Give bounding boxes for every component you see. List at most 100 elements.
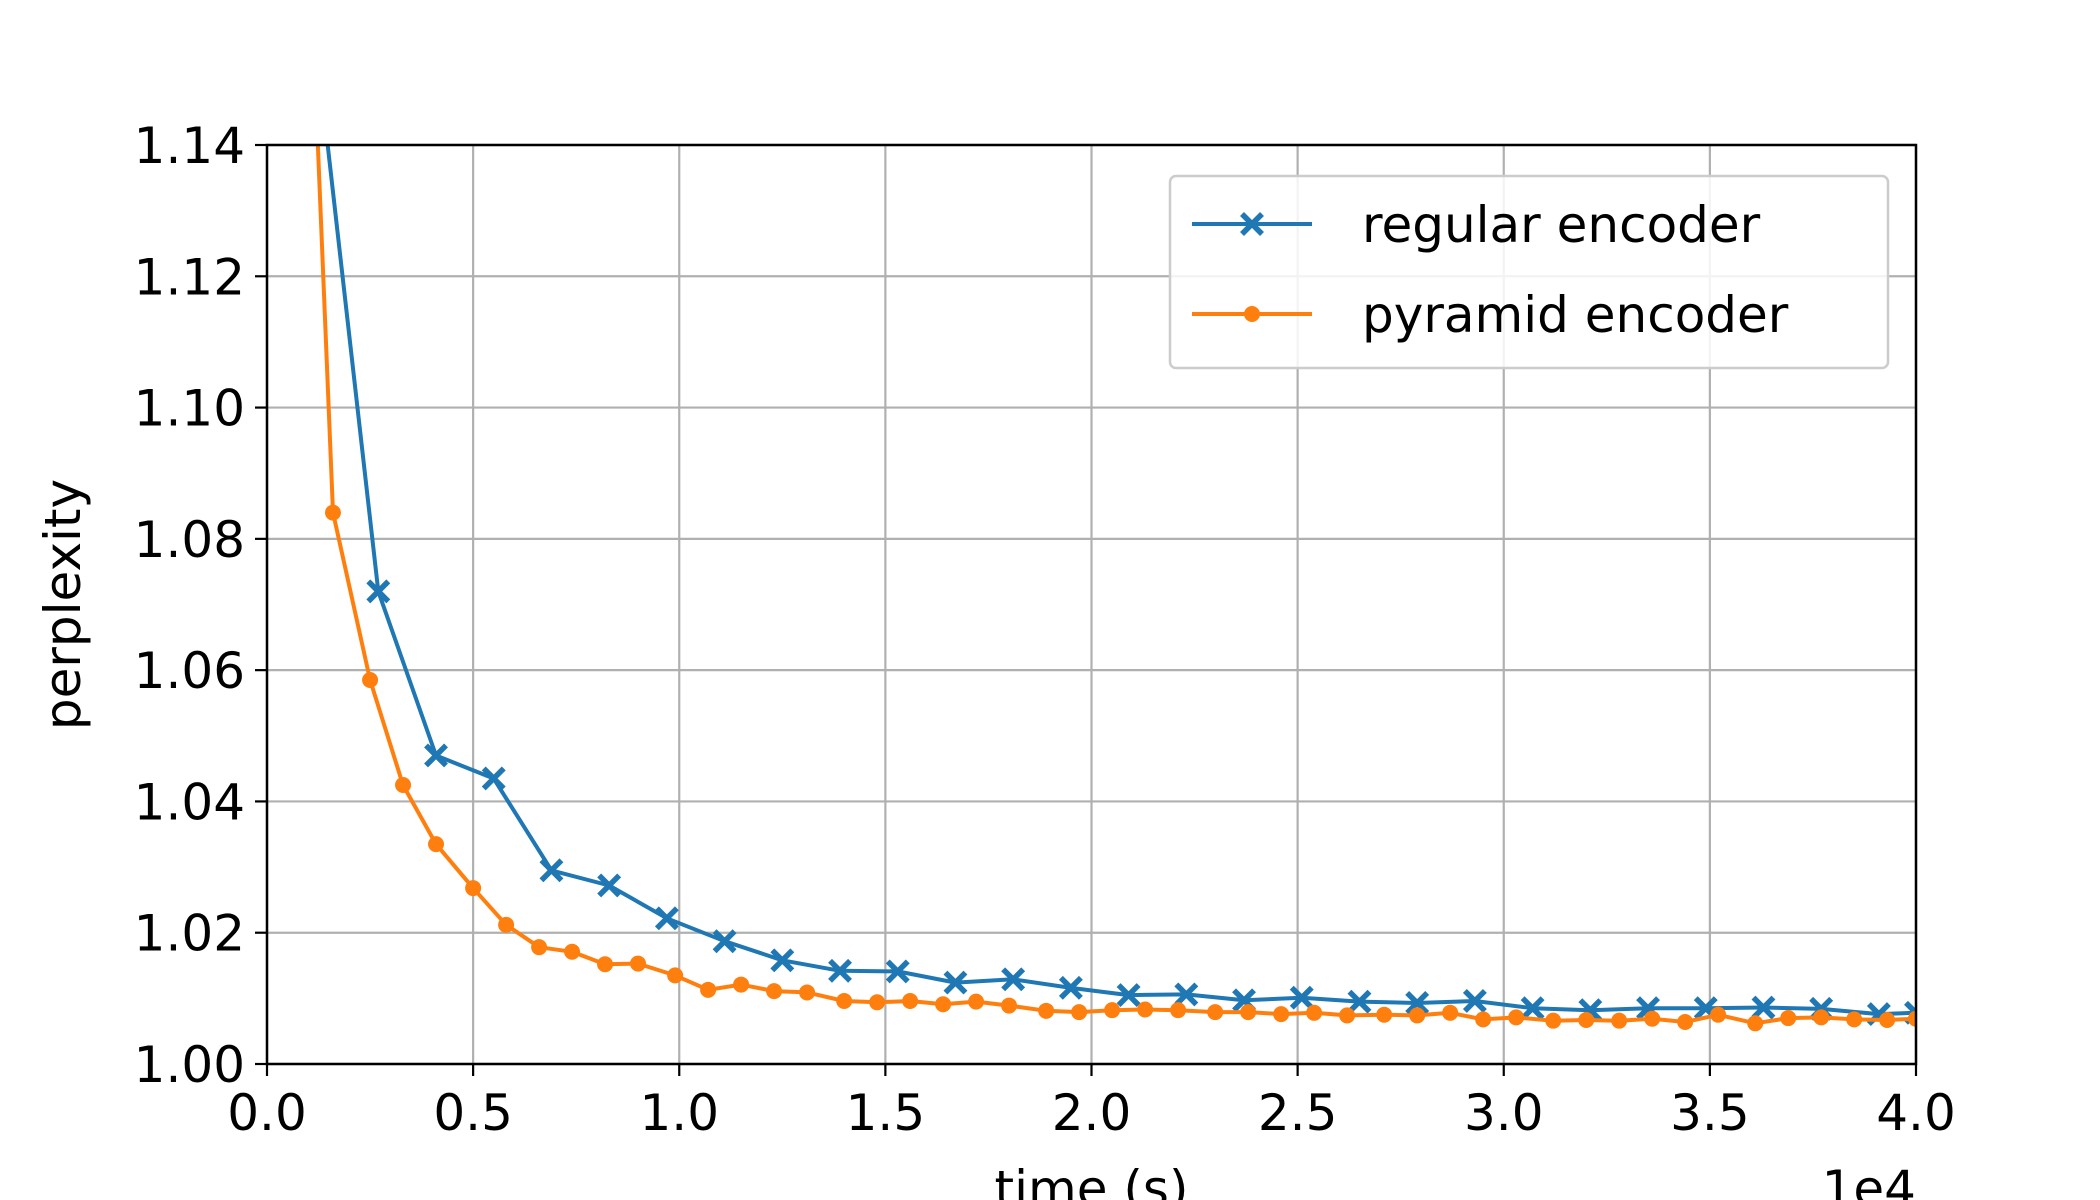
data-point <box>1001 967 1026 992</box>
legend: regular encoder pyramid encoder <box>1168 174 1890 370</box>
data-point <box>1545 1012 1562 1029</box>
data-point <box>733 976 750 993</box>
data-point <box>1306 1004 1323 1021</box>
data-point <box>362 671 379 688</box>
data-point <box>654 906 679 931</box>
data-point <box>481 766 506 791</box>
data-point <box>1462 989 1487 1013</box>
data-point <box>465 880 482 897</box>
data-point <box>1578 1012 1595 1029</box>
data-point <box>1240 1004 1257 1021</box>
x-tick-label: 0.0 <box>227 1084 307 1142</box>
data-point <box>799 984 816 1001</box>
data-point <box>943 970 968 995</box>
data-point <box>828 958 852 983</box>
data-point <box>1780 1010 1797 1027</box>
series-pyramid-encoder <box>315 145 1916 1032</box>
y-tick-label: 1.04 <box>134 773 245 831</box>
y-tick-label: 1.08 <box>134 511 245 569</box>
data-point <box>1508 1009 1525 1026</box>
data-point <box>770 948 795 973</box>
x-axis-label: time (s) <box>995 1160 1189 1200</box>
legend-entry: regular encoder <box>1192 196 1761 254</box>
data-point <box>324 504 341 521</box>
data-point <box>424 743 448 768</box>
data-point <box>1475 1011 1492 1028</box>
data-point <box>1347 989 1372 1014</box>
data-point <box>428 836 445 853</box>
data-point <box>1611 1012 1628 1029</box>
data-point <box>1409 1007 1426 1024</box>
x-axis-offset-label: 1e4 <box>1822 1160 1916 1200</box>
data-point <box>1747 1015 1764 1032</box>
data-point <box>1116 983 1141 1008</box>
data-point <box>395 777 412 794</box>
data-point <box>1058 975 1083 1000</box>
data-point <box>366 579 391 604</box>
y-tick-label: 1.10 <box>134 380 245 438</box>
data-point <box>1038 1002 1055 1019</box>
y-tick-label: 1.02 <box>134 905 245 963</box>
legend-entry: pyramid encoder <box>1192 286 1789 344</box>
data-point <box>1376 1006 1393 1023</box>
legend-marker <box>1244 306 1260 322</box>
x-tick-label: 1.5 <box>846 1084 926 1142</box>
data-point <box>1170 1002 1187 1019</box>
x-tick-label: 3.5 <box>1670 1084 1750 1142</box>
series-layer <box>315 145 1916 1032</box>
data-point <box>1520 996 1545 1021</box>
x-tick-label: 4.0 <box>1876 1084 1956 1142</box>
data-point <box>885 959 910 984</box>
data-point <box>1879 1012 1896 1029</box>
data-point <box>667 967 684 984</box>
data-point <box>630 955 647 972</box>
x-tick-label: 2.5 <box>1258 1084 1338 1142</box>
data-point <box>1174 982 1199 1007</box>
data-point <box>1751 995 1776 1020</box>
data-point <box>1137 1001 1154 1018</box>
data-point <box>564 943 581 960</box>
data-point <box>712 929 737 954</box>
data-point <box>1273 1006 1290 1023</box>
y-tick-label: 1.14 <box>134 117 245 175</box>
y-tick-label: 1.06 <box>134 642 245 700</box>
data-point <box>1339 1007 1356 1024</box>
data-point <box>869 994 886 1011</box>
data-point <box>1442 1004 1459 1021</box>
data-point <box>597 956 614 973</box>
legend-box <box>1168 174 1890 370</box>
y-axis-label: perplexity <box>34 479 92 730</box>
data-point <box>836 992 853 1009</box>
data-point <box>1289 985 1314 1010</box>
data-point <box>531 939 548 956</box>
y-tick-label: 1.00 <box>134 1036 245 1094</box>
data-point <box>1813 1009 1830 1026</box>
series-regular-encoder <box>325 145 1916 1027</box>
x-tick-label: 1.0 <box>639 1084 719 1142</box>
x-tick-label: 2.0 <box>1052 1084 1132 1142</box>
data-point <box>1644 1010 1661 1027</box>
x-tick-label: 3.0 <box>1464 1084 1544 1142</box>
data-point <box>1710 1006 1727 1023</box>
data-point <box>498 916 515 933</box>
axis-ticks: 0.0 0.5 1.0 1.5 2.0 2.5 3.0 3.5 4.0 1.00 1.02 1.04 1… <box>134 117 1956 1142</box>
data-point <box>1207 1004 1224 1021</box>
y-tick-label: 1.12 <box>134 248 245 306</box>
data-point <box>935 996 952 1013</box>
data-point <box>902 992 919 1009</box>
data-point <box>597 873 622 898</box>
data-point <box>700 981 717 998</box>
data-point <box>1071 1004 1088 1021</box>
data-point <box>1405 991 1430 1015</box>
legend-label: regular encoder <box>1362 196 1761 254</box>
data-point <box>1908 1010 1916 1027</box>
data-point <box>1846 1011 1863 1028</box>
data-point <box>766 983 783 1000</box>
data-point <box>1104 1002 1121 1019</box>
data-point <box>1677 1013 1694 1030</box>
data-point <box>539 858 564 883</box>
legend-label: pyramid encoder <box>1362 286 1789 344</box>
data-point <box>968 993 985 1010</box>
legend-marker <box>1240 212 1264 236</box>
